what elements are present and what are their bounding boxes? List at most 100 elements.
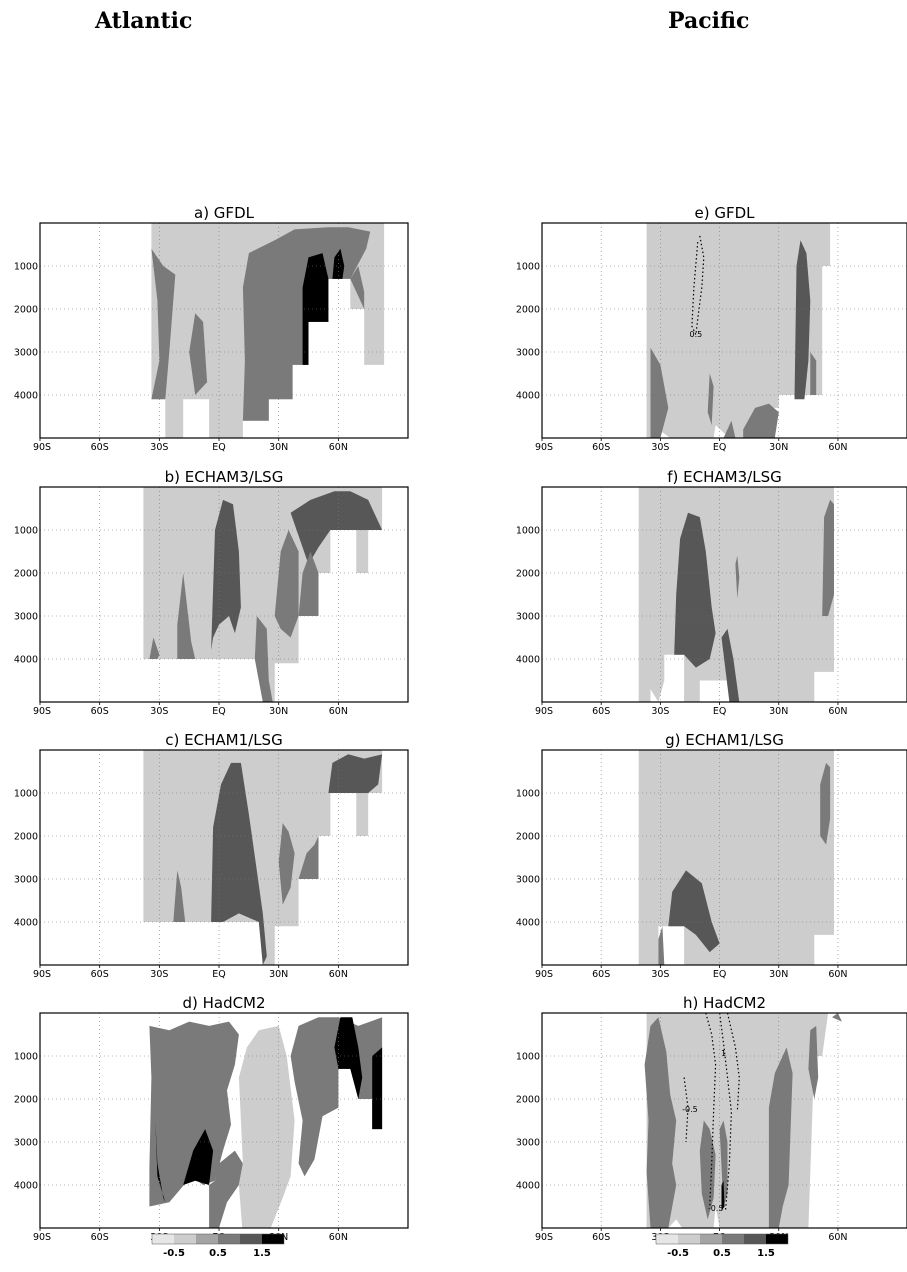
y-tick-label: 4000 [516, 391, 540, 402]
x-tick-label: 60N [329, 706, 348, 717]
colorbar-pacific: -0.5 0.5 1.5 [656, 1234, 788, 1259]
x-tick-label: 30N [769, 442, 788, 453]
x-tick-label: 60S [592, 1232, 610, 1243]
panel-pac-3: g) ECHAM1/LSG90S 60S 30S EQ 30N 60N1000200030… [516, 731, 907, 980]
x-tick-label: 60S [592, 969, 610, 980]
x-tick-label: 90S [535, 969, 553, 980]
y-tick-label: 1000 [516, 789, 540, 800]
panel-pac-2: f) ECHAM3/LSG90S 60S 30S EQ 30N 60N1000200030… [516, 468, 907, 717]
x-tick-label: 60N [828, 442, 847, 453]
y-tick-label: 2000 [14, 305, 38, 316]
x-tick-label: 90S [535, 706, 553, 717]
x-tick-label: 30S [150, 969, 168, 980]
y-tick-label: 4000 [516, 655, 540, 666]
x-tick-label: EQ [713, 706, 726, 717]
panel-title: e) GFDL [694, 204, 755, 222]
x-tick-label: 60N [828, 969, 847, 980]
y-tick-label: 3000 [14, 348, 38, 359]
x-tick-label: 90S [33, 969, 51, 980]
y-tick-label: 3000 [516, 612, 540, 623]
colorbar-swatch-5 [240, 1234, 262, 1244]
panel-title: d) HadCM2 [182, 994, 265, 1012]
y-tick-label: 4000 [516, 918, 540, 929]
colorbar-label: 1.5 [757, 1248, 775, 1259]
x-tick-label: 90S [33, 706, 51, 717]
colorbar-label: 0.5 [209, 1248, 227, 1259]
y-tick-label: 3000 [14, 1138, 38, 1149]
y-tick-label: 2000 [516, 569, 540, 580]
x-tick-label: EQ [713, 969, 726, 980]
colorbar-label: 0.5 [713, 1248, 731, 1259]
x-tick-label: 60S [91, 969, 109, 980]
x-tick-label: 90S [33, 442, 51, 453]
y-tick-label: 1000 [14, 789, 38, 800]
y-tick-label: 1000 [516, 526, 540, 537]
panel-atl-4: d) HadCM290S60S30SEQ30N60N10002000300040… [14, 994, 408, 1243]
x-tick-label: 30N [269, 706, 288, 717]
x-tick-label: 30N [269, 442, 288, 453]
y-tick-label: 2000 [14, 569, 38, 580]
colorbar-swatch-3 [196, 1234, 218, 1244]
x-tick-label: 90S [535, 1232, 553, 1243]
y-tick-label: 4000 [14, 391, 38, 402]
colorbar-swatch-6 [262, 1234, 284, 1244]
colorbar-swatch-2 [678, 1234, 700, 1244]
panel-title: g) ECHAM1/LSG [665, 731, 784, 749]
y-tick-label: 1000 [516, 262, 540, 273]
panel-title: c) ECHAM1/LSG [165, 731, 282, 749]
colorbar-swatch-3 [700, 1234, 722, 1244]
contour-label: 1 [721, 1049, 726, 1058]
y-tick-label: 3000 [516, 1138, 540, 1149]
panel-pac-1: e) GFDL0.590S 60S 30S EQ 30N 60N1000200030004… [516, 204, 907, 453]
y-tick-label: 3000 [516, 875, 540, 886]
x-tick-label: EQ [713, 442, 726, 453]
colorbar-label: 1.5 [253, 1248, 271, 1259]
panel-title: f) ECHAM3/LSG [667, 468, 781, 486]
panel-atl-2: b) ECHAM3/LSG 90S 60S 30S EQ 30N 60N 1000 2000 30… [14, 468, 408, 717]
y-tick-label: 2000 [14, 832, 38, 843]
colorbar-swatch-5 [744, 1234, 766, 1244]
x-tick-label: 60S [592, 442, 610, 453]
shaded-region-8 [372, 1047, 382, 1129]
y-tick-label: 2000 [516, 1095, 540, 1106]
y-tick-label: 1000 [516, 1052, 540, 1063]
x-tick-label: 60S [91, 1232, 109, 1243]
y-tick-label: 4000 [14, 655, 38, 666]
y-tick-label: 3000 [14, 612, 38, 623]
x-tick-label: 60S [592, 706, 610, 717]
colorbar-atlantic: -0.5 0.5 1.5 [152, 1234, 284, 1259]
x-tick-label: 30N [769, 969, 788, 980]
panel-atl-1: a) GFDL 90S 60S 30S EQ 30N 60N 1000 2000 3000 4000 [14, 204, 408, 453]
y-tick-label: 1000 [14, 262, 38, 273]
panel-atl-3: c) ECHAM1/LSG90S 60S 30S EQ 30N 60N1000200030… [14, 731, 408, 980]
x-tick-label: EQ [212, 969, 225, 980]
colorbar-label: -0.5 [667, 1248, 689, 1259]
x-tick-label: 60S [91, 706, 109, 717]
x-tick-label: 30S [150, 442, 168, 453]
contour-label: -0.5 [708, 1204, 724, 1213]
x-tick-label: 30S [651, 442, 669, 453]
y-tick-label: 1000 [14, 526, 38, 537]
y-tick-label: 2000 [14, 1095, 38, 1106]
y-tick-label: 4000 [14, 918, 38, 929]
colorbar-swatch-1 [152, 1234, 174, 1244]
x-tick-label: 60N [828, 706, 847, 717]
panel-title: a) GFDL [194, 204, 255, 222]
colorbar-swatch-6 [766, 1234, 788, 1244]
x-tick-label: 60N [828, 1232, 847, 1243]
x-tick-label: 30N [769, 706, 788, 717]
y-tick-label: 3000 [516, 348, 540, 359]
colorbar-label: -0.5 [163, 1248, 185, 1259]
panel-pac-4: h) HadCM2-0.51-0.590S60S30SEQ30N60N10002… [516, 994, 907, 1243]
contour-label: -0.5 [682, 1105, 698, 1114]
colorbar-swatch-4 [218, 1234, 240, 1244]
x-tick-label: EQ [212, 706, 225, 717]
x-tick-label: 90S [33, 1232, 51, 1243]
panel-title: h) HadCM2 [683, 994, 766, 1012]
x-tick-label: 90S [535, 442, 553, 453]
y-tick-label: 2000 [516, 832, 540, 843]
panel-title: b) ECHAM3/LSG [165, 468, 284, 486]
y-tick-label: 3000 [14, 875, 38, 886]
x-tick-label: 30S [150, 706, 168, 717]
